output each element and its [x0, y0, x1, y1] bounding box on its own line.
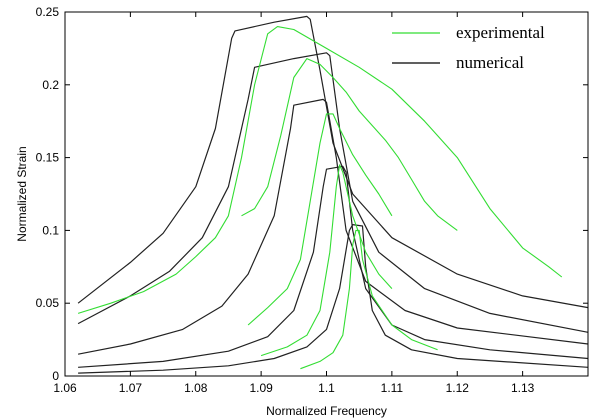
x-tick-label: 1.08: [184, 381, 208, 395]
series-numerical-5: [78, 224, 589, 374]
y-tick-label: 0: [52, 369, 59, 383]
x-axis-label: Normalized Frequency: [266, 404, 387, 418]
legend-label-experimental: experimental: [456, 23, 545, 42]
series-layer: [77, 15, 589, 374]
y-tick-label: 0.2: [42, 78, 59, 92]
y-tick-label: 0.15: [36, 151, 60, 165]
x-tick-label: 1.06: [53, 381, 77, 395]
x-tick-label: 1.11: [381, 381, 404, 395]
y-tick-label: 0.25: [36, 5, 60, 19]
series-experimental-9: [260, 164, 393, 357]
series-experimental-6: [77, 26, 563, 314]
x-tick-label: 1.1: [318, 381, 335, 395]
x-tick-label: 1.12: [446, 381, 470, 395]
ticks-layer: 1.06 1.07 1.08 1.09 1.1 1.11 1.12 1.13 0 0.05 0.1 0…: [36, 5, 588, 395]
y-tick-label: 0.05: [36, 296, 60, 310]
series-numerical-1: [77, 15, 589, 309]
series-numerical-4: [78, 165, 589, 368]
series-experimental-10: [300, 229, 438, 370]
series-experimental-8: [247, 113, 393, 326]
legend: experimental numerical: [392, 23, 545, 72]
series-numerical-2: [77, 52, 589, 333]
y-tick-label: 0.1: [42, 223, 59, 237]
series-numerical-3: [77, 98, 589, 355]
legend-label-numerical: numerical: [456, 53, 524, 72]
series-experimental-7: [241, 58, 458, 231]
x-tick-label: 1.09: [249, 381, 273, 395]
x-tick-label: 1.13: [511, 381, 535, 395]
x-tick-label: 1.07: [119, 381, 143, 395]
y-axis-label: Normalized Strain: [15, 146, 29, 241]
